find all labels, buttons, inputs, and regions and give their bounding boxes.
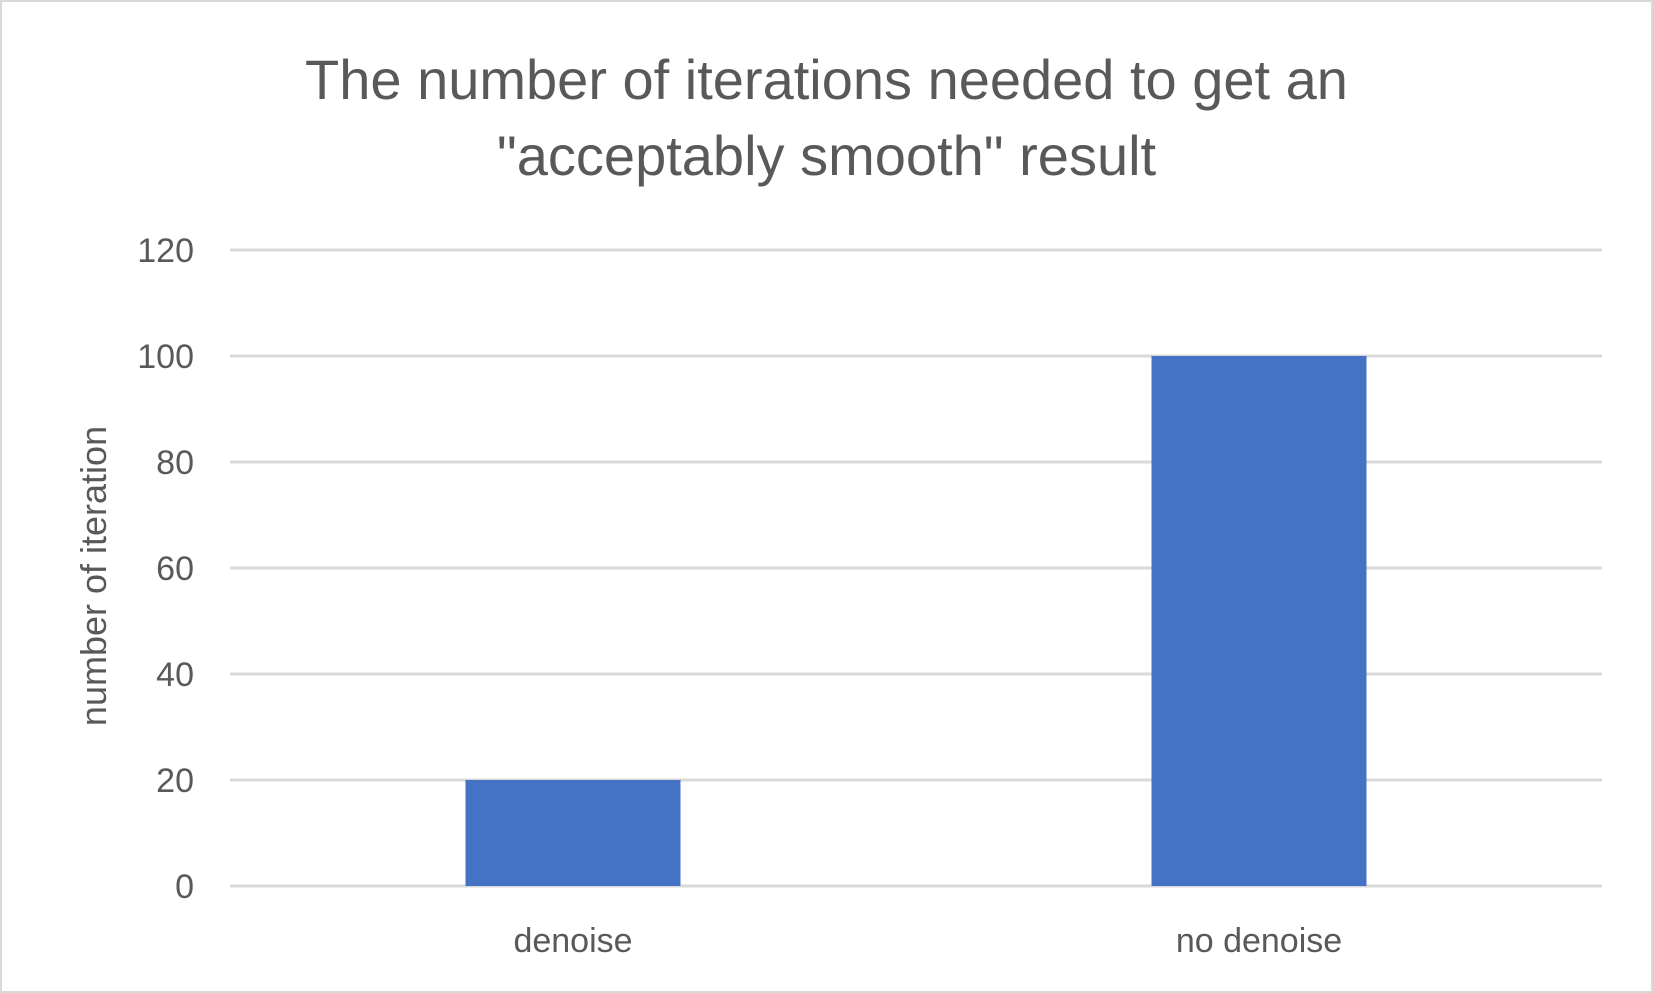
y-tick-labels: 0 20 40 60 80 100 120 [137,232,194,906]
y-tick-label: 100 [137,338,194,376]
y-tick-label: 60 [156,550,194,588]
y-axis-title: number of iteration [73,426,114,726]
y-tick-label: 20 [156,762,194,800]
x-category-labels: denoise no denoise [513,922,1342,960]
chart-title-line-1: The number of iterations needed to get a… [305,48,1348,111]
x-category-label: no denoise [1176,922,1342,960]
y-tick-label: 80 [156,444,194,482]
y-tick-label: 120 [137,232,194,270]
bar-denoise [465,780,681,886]
y-tick-label: 0 [175,868,194,906]
bar-no-denoise [1151,356,1367,886]
y-tick-label: 40 [156,656,194,694]
chart-title-line-2: "acceptably smooth" result [496,124,1157,187]
chart-title: The number of iterations needed to get a… [2,42,1651,194]
x-category-label: denoise [513,922,632,960]
gridlines [230,248,1602,888]
bars [465,356,1367,886]
